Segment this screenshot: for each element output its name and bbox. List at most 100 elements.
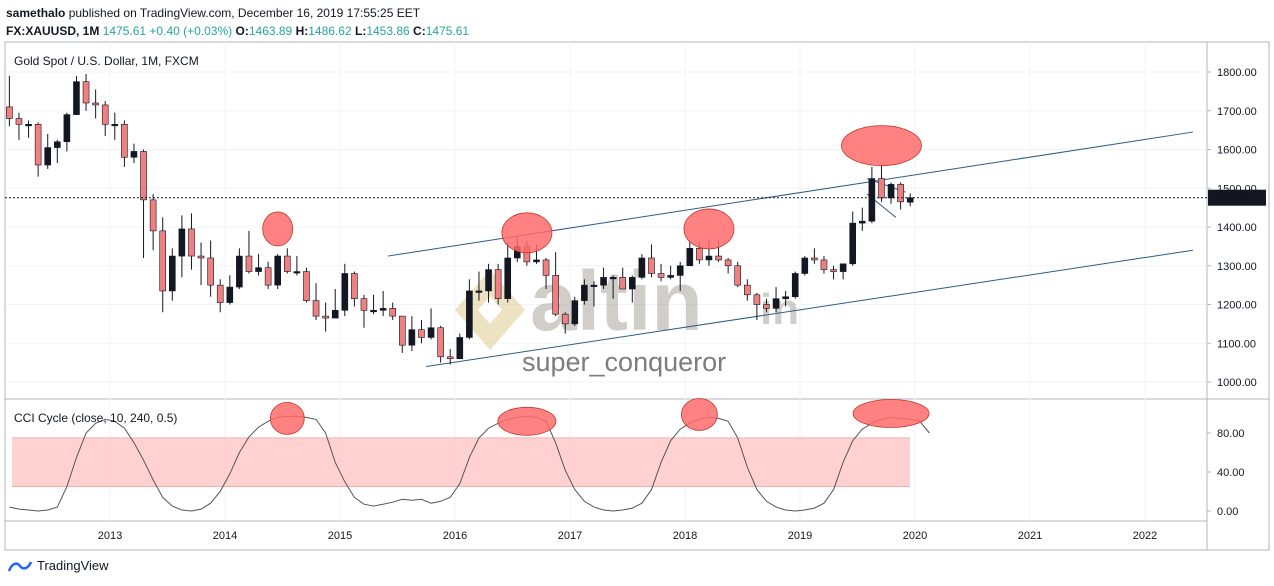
candle-body-up [791,273,799,298]
candle-body-down [149,199,157,232]
candle-body-down [820,259,828,270]
candle-body-down [82,81,90,104]
candle [73,75,80,115]
candle-body-up [456,337,464,360]
candle [791,271,799,299]
lower-channel-line[interactable] [426,249,1193,367]
candle [571,296,579,326]
candle-body-up [600,277,607,286]
candle [628,275,636,303]
candle [561,312,569,334]
candle [169,248,176,301]
candle-body-down [743,284,751,296]
price-highlight-ellipse[interactable] [683,208,735,250]
candle [130,143,138,164]
time-tick-label: 2022 [1133,530,1157,542]
candle [34,122,42,177]
candle [82,73,90,111]
candle-body-up [226,286,234,303]
price-tick-label: 1400.00 [1217,222,1257,234]
candle-body-down [830,269,837,272]
candle-body-up [839,263,847,272]
price-highlight-ellipse[interactable] [262,211,294,247]
cci-highlight-ellipse[interactable] [497,406,557,436]
candle-body-up [53,141,61,148]
cci-highlight-ellipse[interactable] [269,401,305,435]
candle [878,165,885,202]
ohlc-line: FX:XAUUSD, 1M 1475.61 +0.40 (+0.03%) O:1… [6,22,469,40]
time-tick-label: 2015 [328,530,352,542]
open-value: 1463.89 [248,24,293,38]
last-price-tag [1208,189,1266,206]
candle [868,166,876,224]
time-tick-label: 2018 [673,530,697,542]
candle-body-down [360,298,368,311]
candle [772,287,780,313]
cci-tick-label: 0.00 [1217,506,1238,518]
candle [830,265,837,280]
publisher-name[interactable]: samethalo [6,6,66,20]
candle-body-up [858,220,866,224]
candle-body-down [657,273,665,278]
candle-body-down [312,300,320,317]
candle-body-down [398,315,406,346]
candle [427,308,435,340]
candle [44,134,52,169]
price-axis[interactable]: 1000.00 1100.00 1200.00 1300.00 1400.00 1500.… [1207,67,1257,389]
candle [743,279,751,301]
cci-axis[interactable]: 0.00 40.00 80.00 [1207,428,1245,518]
candle-body-down [753,294,761,305]
candle-body-up [236,255,243,288]
candle [398,315,406,353]
candle [734,261,742,288]
cci-highlight-ellipse[interactable] [852,399,930,428]
candle [255,254,262,276]
candle [763,298,770,313]
price-highlight-ellipse[interactable] [841,125,922,167]
candle-body-down [494,269,502,299]
candle [686,240,694,267]
candle [811,248,818,264]
candle-body-down [619,277,627,290]
price-tick-label: 1100.00 [1217,338,1256,350]
highlight-ellipses[interactable] [262,125,922,254]
candle-body-up [466,290,473,338]
candle [360,294,368,328]
candle [466,279,473,340]
candle-body-down [6,106,13,119]
candle-body-up [782,296,789,299]
candle [159,217,167,313]
candle-body-down [351,273,358,299]
candle [581,279,588,305]
candle [207,240,214,297]
candle-body-up [772,298,780,309]
candle-body-up [111,124,119,127]
candle-body-down [264,267,272,286]
grid-lines [5,42,1207,521]
price-tick-label: 1200.00 [1217,300,1257,312]
candle-body-down [552,275,559,315]
high-value: 1486.62 [308,24,352,38]
watermark-author: super_conqueror [522,347,726,377]
candle [437,325,444,363]
candle [283,248,291,274]
candle [667,265,674,280]
candle-body-up [379,308,387,311]
candle [657,263,665,282]
candle-body-down [763,304,770,309]
candle-body-up [581,284,588,301]
candle-body-down [389,308,397,317]
tradingview-logo-icon [8,560,32,571]
candle-body-up [906,197,914,203]
candle-body-up [25,124,32,127]
candle-body-up [590,284,598,287]
footer-logo[interactable]: TradingView [8,558,109,573]
cci-highlight-ellipse[interactable] [680,398,718,431]
candle-body-down [188,228,195,257]
candle [53,139,61,164]
candle-body-down [437,327,444,358]
price-highlight-ellipse[interactable] [501,212,553,254]
candle-body-down [15,118,23,125]
time-axis[interactable]: 2013 2014 2015 2016 2017 2018 2019 2020 2021 2022 [98,530,1157,542]
